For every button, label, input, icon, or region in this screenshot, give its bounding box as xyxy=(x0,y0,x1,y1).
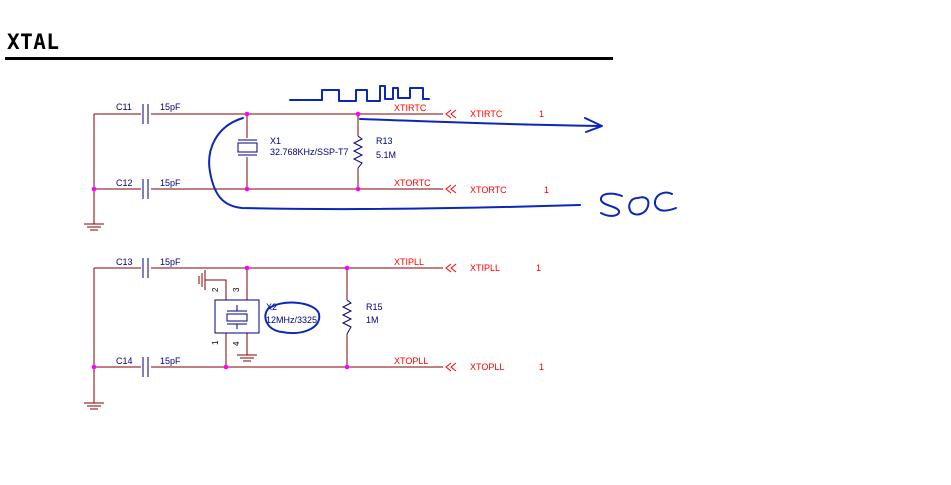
capacitor-c13[interactable]: C13 15pF xyxy=(116,257,181,278)
ink-loop xyxy=(208,117,581,210)
c13-value: 15pF xyxy=(160,257,181,267)
schematic-title: XTAL xyxy=(7,30,60,54)
ink-arrow-line xyxy=(359,118,601,127)
net-label-xtortc: XTORTC xyxy=(394,178,431,188)
r15-value: 1M xyxy=(366,315,379,325)
junction-dot xyxy=(244,111,250,117)
port-xtipll-num: 1 xyxy=(536,263,541,273)
rtc-oscillator: C11 15pF C12 15pF X1 32.768KHz/SSP-T7 R1… xyxy=(84,102,549,231)
x2-pin2-num: 2 xyxy=(211,287,220,292)
ink-circle-x2 xyxy=(264,301,321,334)
port-xtopll-name: XTOPLL xyxy=(470,362,504,372)
resistor-r15[interactable]: R15 1M xyxy=(341,299,383,335)
crystal-x2[interactable]: X2 12MHz/3325 2 3 1 4 xyxy=(211,287,317,346)
junction-dot xyxy=(244,186,250,192)
net-label-xtirtc: XTIRTC xyxy=(394,103,427,113)
c11-value: 15pF xyxy=(160,102,181,112)
r13-ref: R13 xyxy=(376,136,393,146)
wire-x2-pin2 xyxy=(205,279,227,300)
x2-pin4-num: 4 xyxy=(232,341,241,346)
port-xtortc-num: 1 xyxy=(544,185,549,195)
c12-value: 15pF xyxy=(160,178,181,188)
net-label-xtopll: XTOPLL xyxy=(394,356,428,366)
port-xtirtc-num: 1 xyxy=(539,109,544,119)
c14-ref: C14 xyxy=(116,356,133,366)
resistor-r13[interactable]: R13 5.1M xyxy=(352,135,396,169)
ink-letter-c xyxy=(653,191,677,212)
port-xtopll-num: 1 xyxy=(539,362,544,372)
x2-value: 12MHz/3325 xyxy=(266,315,317,325)
junction-dot xyxy=(244,265,250,271)
ground-symbol xyxy=(84,223,104,231)
ink-arrow-head xyxy=(584,117,603,133)
junction-dot xyxy=(91,186,97,192)
port-xtipll[interactable]: XTIPLL 1 xyxy=(445,263,541,273)
port-xtortc-name: XTORTC xyxy=(470,185,507,195)
capacitor-c12[interactable]: C12 15pF xyxy=(116,178,181,199)
c13-ref: C13 xyxy=(116,257,133,267)
ground-symbol xyxy=(84,402,104,410)
x2-pin1-num: 1 xyxy=(211,340,220,345)
capacitor-c14[interactable]: C14 15pF xyxy=(116,356,181,377)
handwritten-annotations: SOC xyxy=(208,85,677,334)
x2-pin3-num: 3 xyxy=(232,287,241,292)
ink-square-wave xyxy=(289,85,430,102)
junction-dot xyxy=(355,186,361,192)
junction-dot xyxy=(91,364,97,370)
ink-letter-s xyxy=(600,192,623,217)
junction-dot xyxy=(223,364,229,370)
ink-letter-o xyxy=(628,196,650,216)
x1-ref: X1 xyxy=(270,136,281,146)
handwritten-soc-text: SOC xyxy=(600,198,643,220)
port-xtopll[interactable]: XTOPLL 1 xyxy=(445,362,544,372)
port-xtipll-name: XTIPLL xyxy=(470,263,500,273)
capacitor-c11[interactable]: C11 15pF xyxy=(116,102,181,124)
c14-value: 15pF xyxy=(160,356,181,366)
port-xtortc[interactable]: XTORTC 1 xyxy=(445,184,549,195)
r15-ref: R15 xyxy=(366,302,383,312)
title-underline xyxy=(5,57,613,60)
junction-dot xyxy=(355,111,361,117)
junction-dot xyxy=(344,364,350,370)
c11-ref: C11 xyxy=(116,102,132,112)
pll-oscillator: C13 15pF C14 15pF X2 12MHz/3325 2 3 1 4 xyxy=(84,257,544,410)
crystal-x1[interactable]: X1 32.768KHz/SSP-T7 xyxy=(237,136,349,157)
port-xtirtc[interactable]: XTIRTC 1 xyxy=(445,109,544,119)
ground-symbol xyxy=(198,270,206,290)
port-xtirtc-name: XTIRTC xyxy=(470,109,503,119)
c12-ref: C12 xyxy=(116,178,133,188)
x1-value: 32.768KHz/SSP-T7 xyxy=(270,147,349,157)
r13-value: 5.1M xyxy=(376,150,396,160)
junction-dot xyxy=(344,265,350,271)
net-label-xtipll: XTIPLL xyxy=(394,257,424,267)
ground-symbol xyxy=(237,354,257,362)
